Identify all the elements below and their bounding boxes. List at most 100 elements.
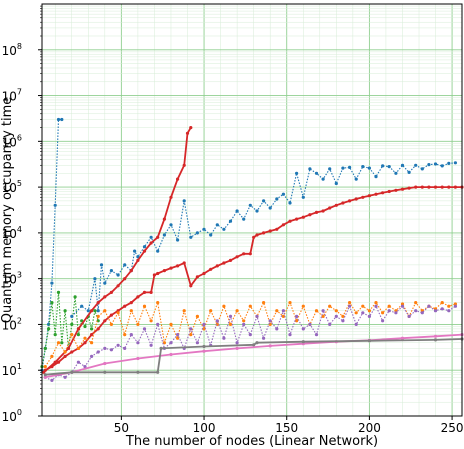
data-point: [47, 322, 51, 326]
data-point: [129, 269, 133, 273]
data-point: [447, 309, 451, 313]
data-point: [129, 301, 133, 305]
data-point: [209, 267, 213, 271]
data-point: [189, 235, 193, 239]
data-point: [169, 322, 173, 326]
series-layer: [40, 117, 464, 382]
data-point: [129, 309, 133, 313]
data-point: [43, 368, 47, 372]
data-point: [268, 206, 272, 210]
data-point: [70, 322, 74, 326]
data-point: [215, 264, 219, 268]
data-point: [156, 370, 160, 374]
data-point: [275, 309, 279, 313]
data-point: [308, 167, 312, 171]
data-point: [301, 215, 305, 219]
data-point: [195, 314, 199, 318]
data-point: [189, 284, 193, 288]
data-point: [136, 370, 140, 374]
data-point: [414, 309, 418, 313]
data-point: [149, 290, 153, 294]
data-point: [420, 185, 424, 189]
data-point: [103, 309, 107, 313]
data-point: [374, 175, 378, 179]
data-point: [235, 209, 239, 213]
data-point: [447, 304, 451, 308]
data-point: [334, 181, 338, 186]
data-point: [361, 311, 365, 315]
data-point: [53, 333, 57, 337]
data-point: [407, 186, 411, 190]
data-point: [96, 350, 100, 354]
data-point: [427, 163, 431, 167]
series-line: [41, 292, 99, 367]
data-point: [321, 314, 325, 318]
data-point: [60, 117, 64, 122]
data-point: [60, 341, 64, 345]
data-point: [348, 304, 352, 308]
y-tick-exponent: 5: [17, 179, 22, 188]
data-point: [381, 164, 385, 168]
data-point: [156, 249, 160, 253]
data-point: [354, 311, 358, 315]
data-point: [50, 281, 54, 285]
data-point: [262, 301, 266, 305]
data-point: [275, 227, 279, 231]
data-point: [348, 199, 352, 203]
series-5: [43, 185, 464, 372]
data-point: [341, 314, 345, 318]
data-point: [56, 341, 61, 345]
data-point: [400, 304, 405, 308]
data-point: [255, 209, 259, 213]
data-point: [321, 209, 325, 213]
data-point: [66, 346, 71, 350]
data-point: [86, 309, 90, 313]
data-point: [281, 309, 285, 313]
x-tick-label: 100: [193, 421, 216, 435]
data-point: [123, 263, 127, 267]
data-point: [228, 258, 233, 262]
data-point: [301, 304, 305, 308]
data-point: [295, 217, 299, 221]
y-tick-exponent: 4: [17, 225, 22, 234]
data-point: [63, 354, 67, 358]
data-point: [156, 322, 160, 326]
data-point: [149, 235, 153, 239]
data-point: [262, 231, 266, 235]
data-point: [433, 309, 438, 313]
data-point: [83, 336, 87, 340]
data-point: [56, 117, 61, 122]
data-point: [83, 365, 87, 369]
data-point: [63, 375, 67, 379]
data-point: [103, 370, 107, 374]
data-point: [235, 341, 239, 345]
data-point: [301, 195, 305, 199]
data-point: [76, 327, 80, 331]
data-point: [90, 309, 94, 313]
data-point: [414, 301, 418, 305]
data-point: [255, 233, 259, 237]
y-tick-exponent: 2: [17, 316, 22, 325]
data-point: [440, 307, 444, 311]
data-point: [149, 343, 153, 347]
data-point: [215, 319, 219, 323]
data-point: [447, 161, 451, 165]
x-tick-label: 150: [275, 421, 298, 435]
data-point: [169, 223, 173, 227]
data-point: [281, 223, 285, 227]
series-4: [42, 126, 193, 374]
data-point: [235, 309, 239, 313]
data-point: [80, 319, 84, 323]
data-point: [400, 187, 405, 191]
data-point: [209, 233, 213, 237]
data-point: [440, 185, 444, 189]
data-point: [142, 249, 147, 253]
data-point: [50, 301, 54, 305]
data-point: [182, 199, 186, 203]
y-tick-exponent: 8: [17, 42, 22, 51]
data-point: [381, 191, 385, 195]
data-point: [252, 235, 256, 239]
data-point: [381, 311, 385, 315]
data-point: [109, 290, 113, 294]
